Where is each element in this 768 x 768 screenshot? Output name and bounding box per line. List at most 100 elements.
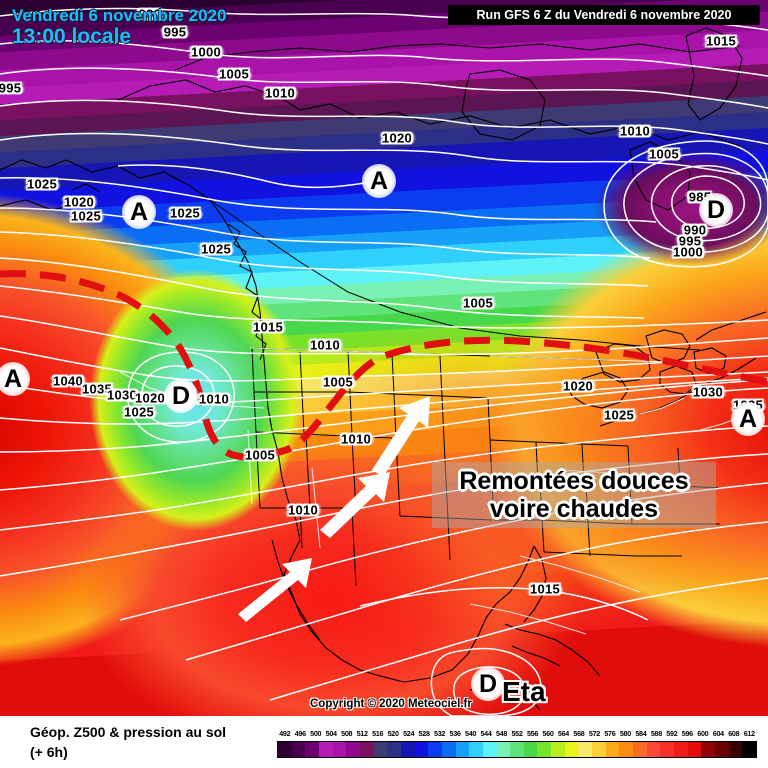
- isobar-label: 1010: [340, 431, 372, 447]
- colorbar-tick-label: 516: [372, 729, 384, 738]
- isobar-label: 1025: [200, 241, 232, 257]
- colorbar-tick-label: 564: [557, 729, 569, 738]
- isobar-label: 995: [163, 24, 187, 40]
- thermal-boundary-front: [0, 270, 768, 461]
- model-run-banner: Run GFS 6 Z du Vendredi 6 novembre 2020: [448, 5, 760, 25]
- high-marker-atlantic: A: [731, 402, 765, 436]
- colorbar-swatch: [400, 742, 415, 757]
- annotation-line-2: voire chaudes: [489, 495, 659, 523]
- isobar-label: 1010: [198, 391, 230, 407]
- colorbar-swatch: [496, 742, 511, 757]
- colorbar-swatch: [482, 742, 497, 757]
- isobar-label: 1020: [562, 378, 594, 394]
- isobar-label: 1035: [81, 381, 113, 397]
- high-marker-pacific-north: A: [362, 164, 396, 198]
- valid-date: Vendredi 6 novembre 2020: [12, 6, 227, 25]
- advection-arrow-1: [238, 558, 312, 622]
- map-footer: Géop. Z500 & pression au sol (+ 6h) 492 4…: [0, 716, 768, 768]
- field-title-line-2: (+ 6h): [30, 744, 68, 761]
- isobar-label: 1025: [123, 404, 155, 420]
- high-marker-gulf-alaska: A: [122, 195, 156, 229]
- colorbar-swatch: [305, 742, 319, 757]
- colorbar-swatch: [701, 742, 715, 757]
- colorbar-swatches: [277, 741, 757, 758]
- colorbar-tick-label: 572: [588, 729, 600, 738]
- weather-map[interactable]: 990 995 995 1000 1005 1005 1010 1010 1015 1020 102…: [0, 0, 768, 716]
- isobar-label: 1010: [619, 123, 651, 139]
- colorbar-swatch: [537, 742, 552, 757]
- colorbar-swatch: [742, 742, 756, 757]
- isobar-label: 1010: [309, 337, 341, 353]
- colorbar-tick-label: 496: [294, 729, 306, 738]
- colorbar-tick-label: 544: [480, 729, 492, 738]
- colorbar-swatch: [674, 742, 688, 757]
- isobar-label: 990: [683, 222, 707, 238]
- colorbar-tick-label: 532: [434, 729, 446, 738]
- colorbar-swatch: [715, 742, 729, 757]
- isobar-label: 1005: [462, 295, 494, 311]
- colorbar-swatch: [551, 742, 565, 757]
- colorbar-swatch: [687, 742, 702, 757]
- isobar-label: 1025: [26, 176, 58, 192]
- isobar-label: 1020: [134, 390, 166, 406]
- colorbar-swatch: [619, 742, 634, 757]
- colorbar-tick-label: 548: [495, 729, 508, 738]
- isobar-label: 1025: [603, 407, 635, 423]
- colorbar-tick-label: 612: [743, 729, 755, 738]
- colorbar-tick-label: 504: [325, 729, 337, 738]
- isobar-label: 1040: [52, 373, 84, 389]
- copyright-notice: Copyright © 2020 Meteociel.fr: [310, 698, 472, 710]
- isobar-label: 1015: [252, 319, 284, 335]
- colorbar-swatch: [523, 742, 538, 757]
- colorbar-swatch: [373, 742, 388, 757]
- storm-name-label: Eta: [502, 676, 546, 707]
- colorbar-swatch: [278, 742, 292, 757]
- colorbar-swatch: [578, 742, 593, 757]
- colorbar-swatch: [605, 742, 620, 757]
- colorbar-tick-label: 604: [712, 729, 724, 738]
- colorbar-tick-label: 580: [619, 729, 631, 738]
- colorbar-swatch: [359, 742, 374, 757]
- colorbar-legend: 492 496 500 504 508 512 516 520 524 528 532 536 540 5…: [277, 729, 757, 758]
- field-title-line-1: Géop. Z500 & pression au sol: [30, 724, 227, 740]
- isobar-label: 1005: [322, 374, 354, 390]
- colorbar-tick-label: 540: [465, 729, 477, 738]
- colorbar-tick-label: 520: [387, 729, 399, 738]
- isobar-label: 1015: [529, 581, 561, 597]
- isobar-label: 1015: [705, 33, 737, 49]
- colorbar-tick-label: 568: [573, 729, 585, 738]
- colorbar-swatch: [728, 742, 743, 757]
- colorbar-swatch: [291, 742, 306, 757]
- colorbar-swatch: [564, 742, 579, 757]
- colorbar-swatch: [332, 742, 347, 757]
- colorbar-tick-label: 528: [418, 729, 430, 738]
- advection-arrow-3: [372, 396, 430, 477]
- isobar-label: 1030: [692, 384, 724, 400]
- colorbar-tick-label: 608: [728, 729, 740, 738]
- colorbar-tick-label: 584: [635, 729, 647, 738]
- low-marker-labrador: D: [699, 193, 733, 227]
- isobar-label: 990: [138, 6, 162, 22]
- isobar-label: 1025: [169, 205, 201, 221]
- colorbar-tick-label: 508: [341, 729, 353, 738]
- valid-time-block: Vendredi 6 novembre 2020 13:00 locale: [12, 6, 227, 49]
- colorbar-tick-label: 576: [604, 729, 616, 738]
- colorbar-swatch: [633, 742, 647, 757]
- annotation-line-1: Remontées douces: [459, 467, 689, 495]
- colorbar-tick-label: 512: [356, 729, 368, 738]
- colorbar-swatch: [428, 742, 442, 757]
- colorbar-swatch: [414, 742, 429, 757]
- field-title: Géop. Z500 & pression au sol (+ 6h): [30, 722, 226, 763]
- advection-arrow-2: [320, 472, 390, 538]
- isobar-label: 1000: [672, 244, 704, 260]
- valid-time: 13:00 locale: [12, 25, 132, 49]
- colorbar-tick-label: 524: [403, 729, 415, 738]
- colorbar-swatch: [441, 742, 456, 757]
- colorbar-tick-label: 552: [511, 729, 523, 738]
- warm-advection-arrows: [238, 396, 430, 622]
- colorbar-tick-label: 492: [279, 729, 291, 738]
- high-marker-pacific-west: A: [0, 362, 30, 396]
- low-marker-eta: D: [471, 667, 505, 701]
- isobar-label: 1005: [218, 66, 250, 82]
